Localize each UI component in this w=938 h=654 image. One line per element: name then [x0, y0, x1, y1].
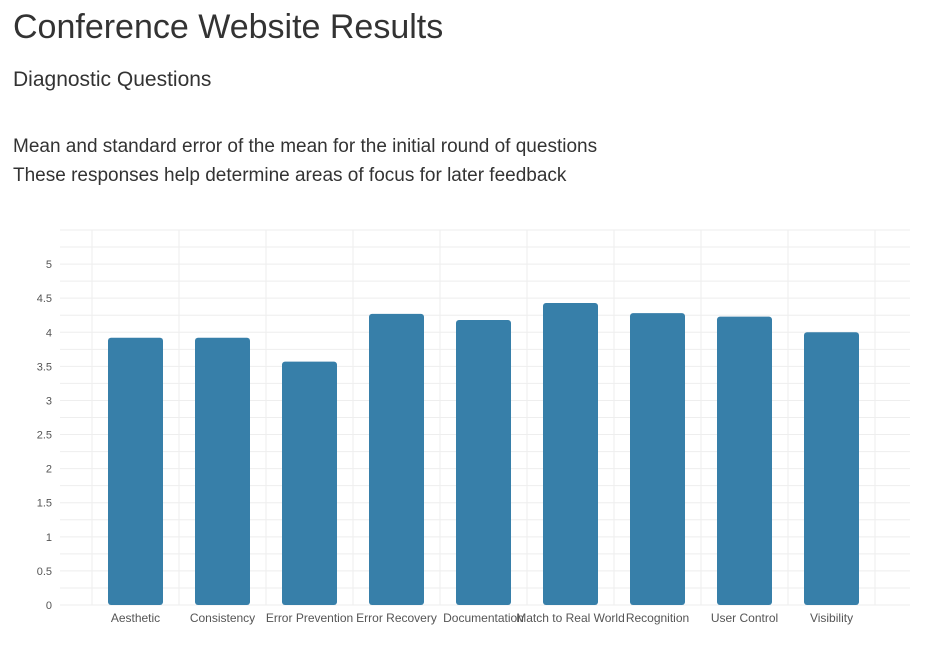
- y-tick-label: 3.5: [37, 361, 52, 373]
- x-tick-label: Match to Real World: [516, 611, 625, 625]
- bar[interactable]: [717, 316, 772, 605]
- x-tick-label: User Control: [711, 611, 778, 625]
- x-tick-label: Documentation: [443, 611, 524, 625]
- chart-bars: [108, 302, 859, 605]
- x-tick-label: Error Recovery: [356, 611, 437, 625]
- y-tick-label: 3: [46, 395, 52, 407]
- bar-chart: 0 0.5 1 1.5 2 2.5 3 3.5 4 4.5 5 Aesthetic Consisten…: [37, 229, 910, 625]
- bar[interactable]: [195, 337, 250, 605]
- x-tick-label: Visibility: [810, 611, 853, 625]
- chart-description-line-1: Mean and standard error of the mean for …: [13, 136, 598, 157]
- y-tick-label: 0: [46, 600, 52, 612]
- x-axis-ticks: Aesthetic Consistency Error Prevention Erro…: [111, 611, 853, 625]
- y-tick-label: 2.5: [37, 430, 52, 442]
- x-tick-label: Error Prevention: [266, 611, 353, 625]
- y-tick-label: 1: [46, 532, 52, 544]
- page-title: Conference Website Results: [13, 8, 444, 46]
- bar[interactable]: [456, 320, 511, 605]
- x-tick-label: Recognition: [626, 611, 689, 625]
- y-tick-label: 0.5: [37, 566, 52, 578]
- bar[interactable]: [108, 337, 163, 605]
- bar[interactable]: [804, 332, 859, 605]
- y-tick-label: 1.5: [37, 498, 52, 510]
- y-tick-label: 2: [46, 464, 52, 476]
- x-tick-label: Consistency: [190, 611, 255, 625]
- bar[interactable]: [369, 313, 424, 605]
- y-tick-label: 4.5: [37, 293, 52, 305]
- x-tick-label: Aesthetic: [111, 611, 160, 625]
- y-axis-ticks: 0 0.5 1 1.5 2 2.5 3 3.5 4 4.5 5: [37, 259, 52, 612]
- y-tick-label: 5: [46, 259, 52, 271]
- page-subtitle: Diagnostic Questions: [13, 68, 212, 91]
- bar[interactable]: [630, 313, 685, 605]
- bar[interactable]: [543, 302, 598, 605]
- y-tick-label: 4: [46, 327, 52, 339]
- bar[interactable]: [282, 361, 337, 605]
- chart-description-line-2: These responses help determine areas of …: [13, 165, 567, 186]
